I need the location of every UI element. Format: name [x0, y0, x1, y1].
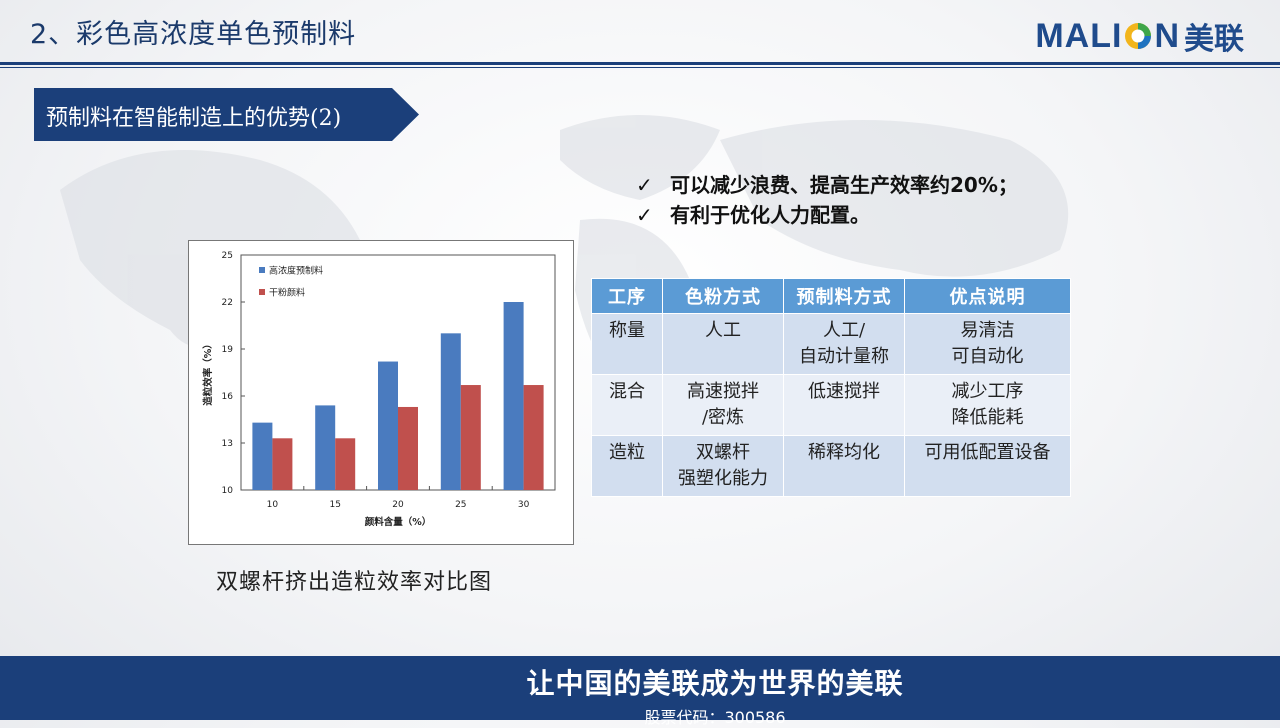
cell-line: 人工/ [822, 320, 866, 341]
table-header-row: 工序 色粉方式 预制料方式 优点说明 [591, 278, 1071, 314]
table-cell: 双螺杆 强塑化能力 [662, 435, 784, 497]
table-cell: 造粒 [591, 435, 663, 497]
footer-slogan: 让中国的美联成为世界的美联 [526, 667, 904, 700]
table-cell: 可用低配置设备 [904, 435, 1071, 497]
legend-swatch [259, 289, 265, 295]
y-tick-label: 13 [222, 439, 233, 449]
y-tick-label: 10 [222, 486, 234, 496]
table-header-cell: 工序 [591, 278, 663, 314]
table-cell: 易清洁 可自动化 [904, 313, 1071, 375]
logo-wordmark-end: N [1154, 16, 1180, 55]
stock-code: 股票代码：300586 [644, 708, 786, 727]
cell-line: 易清洁 [960, 320, 1015, 341]
benefit-list: ✓ 可以减少浪费、提高生产效率约20%； ✓ 有利于优化人力配置。 [636, 170, 1018, 230]
cell-line: 人工 [705, 320, 741, 341]
bar-premix [315, 405, 336, 490]
table-header-cell: 色粉方式 [662, 278, 784, 314]
table-header-cell: 预制料方式 [783, 278, 905, 314]
process-comparison-table: 工序 色粉方式 预制料方式 优点说明 称量 人工 人工/自动计量称 易清洁可自动… [591, 278, 1071, 497]
checkmark-icon: ✓ [636, 203, 653, 227]
section-title: 预制料在智能制造上的优势(2) [46, 106, 342, 131]
cell-line: 可用低配置设备 [924, 442, 1051, 463]
legend-label: 高浓度预制料 [269, 265, 323, 277]
y-tick-label: 19 [222, 345, 234, 355]
x-tick-label: 30 [518, 500, 530, 510]
bar-premix [252, 422, 273, 490]
cell-line: /密炼 [701, 407, 745, 428]
table-row: 称量 人工 人工/自动计量称 易清洁可自动化 [591, 313, 1071, 375]
benefit-text: 可以减少浪费、提高生产效率约20%； [670, 173, 1018, 197]
header-divider [0, 62, 1280, 65]
table-cell: 高速搅拌/密炼 [662, 374, 784, 436]
table-cell: 人工/自动计量称 [783, 313, 905, 375]
table-row: 造粒 双螺杆强塑化能力 稀释均化 可用低配置设备 [591, 435, 1071, 497]
cell-line: 混合 [609, 381, 645, 402]
benefit-text: 有利于优化人力配置。 [670, 203, 870, 227]
table-row: 混合 高速搅拌/密炼 低速搅拌 减少工序降低能耗 [591, 374, 1071, 436]
bar-dry-powder [272, 438, 293, 490]
bar-premix [440, 333, 461, 490]
section-banner [34, 88, 419, 141]
cell-line: 强塑化能力 [678, 468, 768, 489]
cell-line: 自动计量称 [799, 346, 889, 367]
logo-wordmark: MALI [1035, 16, 1123, 55]
table-cell: 减少工序 降低能耗 [904, 374, 1071, 436]
y-tick-label: 25 [222, 251, 233, 261]
bar-dry-powder [335, 438, 356, 490]
header-divider-thin [0, 67, 1280, 68]
table-cell: 低速搅拌 [783, 374, 905, 436]
chart-caption: 双螺杆挤出造粒效率对比图 [216, 570, 493, 595]
slide-title: 2、彩色高浓度单色预制料 [30, 19, 357, 50]
cell-line: 稀释均化 [808, 442, 880, 463]
x-axis-label: 颜料含量（%） [365, 516, 432, 528]
x-tick-label: 20 [392, 500, 404, 510]
footer-bar: 让中国的美联成为世界的美联 股票代码：300586 [0, 656, 1280, 727]
benefit-item: ✓ 有利于优化人力配置。 [636, 200, 1018, 230]
cell-line: 造粒 [609, 442, 645, 463]
table-cell: 人工 [662, 313, 784, 375]
cell-line: 双螺杆 [696, 442, 750, 463]
checkmark-icon: ✓ [636, 173, 653, 197]
table-cell: 称量 [591, 313, 663, 375]
malion-logo: MALI N 美联 [1035, 14, 1244, 58]
efficiency-chart: 10 13 16 19 22 25 10 15 20 25 30 颜料含量（%） 造粒效率（%） 高浓度预… [188, 240, 574, 545]
x-tick-label: 25 [455, 500, 466, 510]
cell-line: 减少工序 [951, 381, 1024, 402]
bar-chart: 10 13 16 19 22 25 10 15 20 25 30 颜料含量（%） 造粒效率（%） 高浓度预… [202, 251, 556, 528]
y-tick-label: 22 [222, 298, 233, 308]
legend-swatch [259, 267, 265, 273]
cell-line: 称量 [609, 320, 645, 341]
cell-line: 高速搅拌 [687, 381, 759, 402]
bar-dry-powder [460, 385, 481, 490]
bar-dry-powder [523, 385, 544, 490]
cell-line: 可自动化 [951, 346, 1024, 367]
bar-premix [378, 361, 398, 490]
bar-premix [503, 302, 524, 490]
cell-line: 低速搅拌 [808, 381, 880, 402]
table-cell: 混合 [591, 374, 663, 436]
table-header-cell: 优点说明 [904, 278, 1071, 314]
logo-o-mark-icon [1125, 23, 1152, 49]
cell-line: 降低能耗 [951, 407, 1024, 428]
table-cell: 稀释均化 [783, 435, 905, 497]
y-tick-label: 16 [222, 392, 234, 402]
logo-chinese-name: 美联 [1184, 22, 1244, 57]
bar-dry-powder [398, 406, 418, 490]
legend-label: 干粉颜料 [269, 287, 305, 299]
x-tick-label: 15 [329, 500, 340, 510]
benefit-item: ✓ 可以减少浪费、提高生产效率约20%； [636, 170, 1018, 200]
y-axis-label: 造粒效率（%） [202, 339, 214, 406]
x-tick-label: 10 [267, 500, 279, 510]
